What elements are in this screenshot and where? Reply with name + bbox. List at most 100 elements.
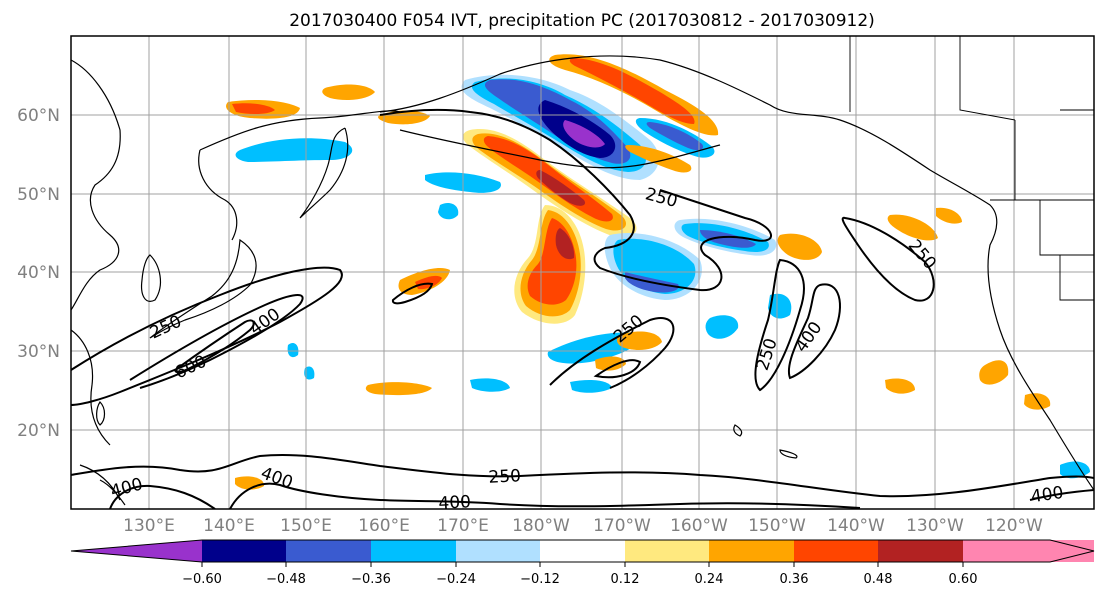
colorbar-segment [371,540,456,562]
pos-patch-165e-25n [365,382,432,396]
pos-patch-alaska-north-36 [569,58,695,124]
political-borders [849,36,1094,301]
colorbar-segment [709,540,794,562]
colorbar-tick-label: −0.48 [266,572,306,587]
neg-patch-bering-core [563,120,605,148]
lat-label: 30°N [17,342,60,362]
colorbar-tick-label: −0.60 [182,572,222,587]
map-title: 2017030400 F054 IVT, precipitation PC (2… [289,11,875,31]
coast-philippines [79,464,126,506]
border-us-states [959,36,1094,301]
colorbar-tick-label: 0.24 [695,572,724,587]
map-frame [70,35,1095,510]
colorbar-tick-label: 0.12 [611,572,640,587]
pos-patch-130w-25n [885,378,915,394]
contour-400-east-arc [787,283,841,380]
colorbar-tick-label: 0.36 [780,572,809,587]
neg-patch-145w-35n [768,293,792,319]
pos-patch-165w-28n [595,356,626,371]
pos-patch-siberia-red [232,103,275,115]
pos-patch-130w-45n [887,214,938,241]
neg-patch-140w-32n [705,315,739,339]
neg-patch-172w-27n [570,380,612,393]
coast-korea [140,254,162,302]
contour-400-west-pac [129,294,304,389]
neg-patch-150e-35n [287,343,299,358]
contour-250-small-loop [593,359,642,379]
coast-asia-mainland [71,59,121,311]
pos-patch-165e-38n-red [415,275,442,290]
lon-label: 130°W [906,516,964,536]
contour-400-central-loop [391,282,434,305]
contour-label: 400 [438,492,471,514]
contour-400-tropics [229,482,861,509]
colorbar-tick-label: −0.12 [520,572,560,587]
coast-china-east [71,329,111,446]
pos-patch-siberia-2 [322,84,375,100]
lon-label: 180°W [512,516,570,536]
contour-250-east-loop [841,216,935,302]
colorbar-segment [456,540,540,562]
lon-label: 140°E [203,516,255,536]
lat-label: 40°N [17,263,60,283]
colorbar-tick-label: 0.60 [949,572,978,587]
colorbar: −0.60 −0.48 −0.36 −0.24 −0.12 0.12 0.24 … [70,539,1095,587]
colorbar-tick-label: 0.48 [864,572,893,587]
colorbar-segment [878,540,963,562]
neg-patch-160w-48 [700,230,756,248]
colorbar-segment-over [1050,540,1094,562]
lon-label: 170°E [437,516,489,536]
pos-patch-central-48 [555,228,575,260]
neg-patch-alaska-mid-48 [646,122,704,151]
lon-label: 130°E [123,516,175,536]
lat-label: 20°N [17,421,60,441]
contour-400-philippines [109,484,216,509]
colorbar-segment-under [71,540,202,562]
lon-label: 160°E [358,516,410,536]
colorbar-segment [202,540,286,562]
lon-label: 150°W [748,516,806,536]
colorbar-segment [286,540,371,562]
coast-okhotsk [198,149,238,241]
lat-label: 60°N [17,106,60,126]
lon-label: 120°W [985,516,1043,536]
lon-labels: 130°E 140°E 150°E 160°E 170°E 180°W 170°… [123,516,1043,536]
graticule [71,36,1094,509]
neg-patch-okhotsk [235,138,353,162]
pos-patch-140w [777,233,822,260]
coast-hawaii [733,424,798,459]
contour-250-tropics [71,453,1094,498]
pos-patch-bering-band-48 [536,170,586,206]
contour-250-west-pac [71,266,343,406]
ivt-contours [71,108,1094,509]
lat-labels: 60°N 50°N 40°N 30°N 20°N [17,106,60,441]
lat-label: 50°N [17,185,60,205]
contour-600-west-pac [173,319,255,374]
neg-patch-148e-27n [304,366,315,380]
lon-label: 140°W [827,516,885,536]
colorbar-segment [540,540,625,562]
lon-label: 160°W [670,516,728,536]
colorbar-ticks [201,562,964,567]
colorbar-tick-label: −0.36 [351,572,391,587]
contour-label: 250 [488,466,521,488]
colorbar-segment [794,540,878,562]
contour-250-north-pacific [379,108,772,292]
colorbar-tick-label: −0.24 [436,572,476,587]
neg-patch-165e-48n [438,203,459,220]
pos-patch-125w-28n [979,360,1009,385]
coast-taiwan [96,401,106,426]
coast-kamchatka [299,127,349,219]
colorbar-segment [625,540,709,562]
precip-shading [226,54,1090,490]
pos-patch-130w-47n [936,207,962,224]
neg-patch-175e-26n [470,378,510,392]
neg-patch-118w-15n [1060,461,1090,479]
contour-label: 400 [1030,483,1065,507]
coast-alaska [379,55,1094,491]
lon-label: 150°E [280,516,332,536]
contour-250-south-arc [754,258,805,392]
lon-label: 170°W [593,516,651,536]
pos-patch-165w-32n [617,331,662,350]
